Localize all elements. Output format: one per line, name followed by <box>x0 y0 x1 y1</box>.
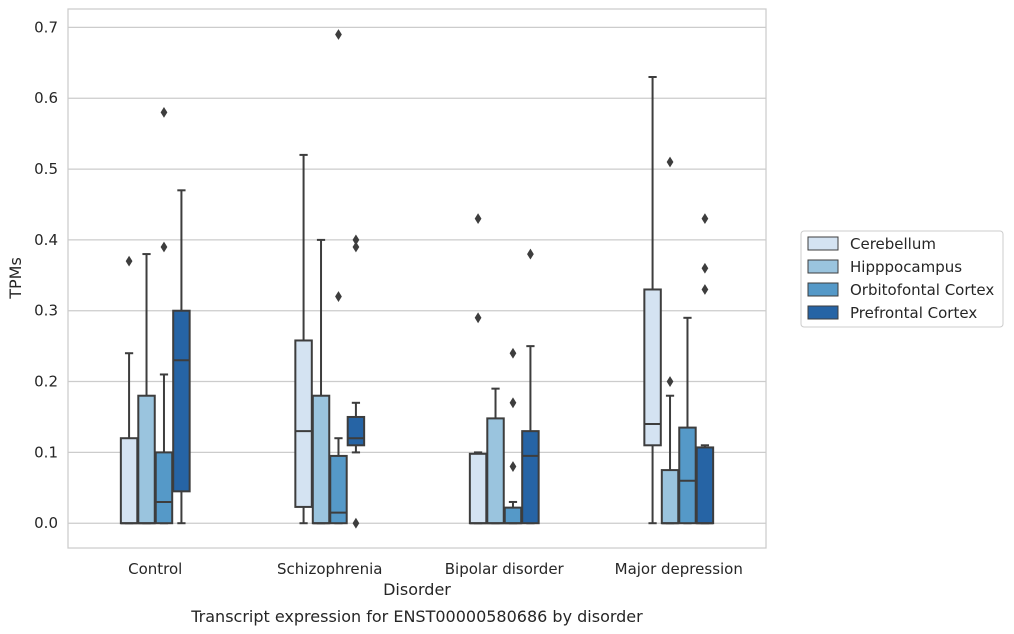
outlier-point <box>352 241 360 253</box>
y-tick-label: 0.6 <box>34 89 58 107</box>
legend-label: Prefrontal Cortex <box>850 304 977 322</box>
box-prefrontal-cortex <box>521 248 540 525</box>
x-tick-label: Control <box>128 560 182 578</box>
outlier-point <box>335 29 342 40</box>
y-tick-label: 0.0 <box>34 514 58 532</box>
box-iqr <box>678 426 697 525</box>
box-orbitofontal-cortex <box>503 347 523 525</box>
box-cerebellum <box>468 213 488 525</box>
box-prefrontal-cortex <box>172 189 191 525</box>
outlier-point <box>335 291 342 302</box>
box-iqr <box>137 394 156 525</box>
outlier-point <box>666 376 674 387</box>
legend-swatch <box>807 305 839 320</box>
box-iqr <box>695 446 715 525</box>
y-tick-label: 0.2 <box>34 373 58 391</box>
box-cerebellum <box>119 255 139 525</box>
y-tick-label: 0.5 <box>34 160 58 178</box>
outlier-point <box>352 234 360 246</box>
outlier-point <box>666 156 674 168</box>
legend-label: Hipppocampus <box>850 258 962 276</box>
outlier-point <box>701 284 709 295</box>
outlier-point <box>352 517 360 529</box>
box-hipppocampus <box>486 387 505 525</box>
box-orbitofontal-cortex <box>329 29 348 525</box>
legend-label: Orbitofontal Cortex <box>850 281 994 299</box>
box-prefrontal-cortex <box>346 234 366 529</box>
x-axis-ticks: Control Schizophrenia Bipolar disorder Majo… <box>128 560 743 578</box>
box-orbitofontal-cortex <box>154 107 174 525</box>
outlier-point <box>474 213 482 225</box>
outlier-point <box>701 213 709 225</box>
box-iqr <box>468 452 488 525</box>
box-iqr <box>643 288 662 447</box>
x-tick-label: Schizophrenia <box>277 560 382 578</box>
outlier-point <box>160 107 168 118</box>
box-hipppocampus <box>311 238 331 525</box>
box-iqr <box>154 451 174 525</box>
outlier-point <box>160 241 168 253</box>
outlier-point <box>527 248 534 260</box>
y-axis-ticks: 0.0 0.1 0.2 0.3 0.4 0.5 0.6 0.7 <box>34 18 58 532</box>
box-iqr <box>660 469 680 525</box>
box-plot-marks <box>119 29 715 529</box>
legend-swatch <box>807 259 839 274</box>
outlier-point <box>509 397 517 409</box>
box-iqr <box>486 417 505 525</box>
y-tick-label: 0.4 <box>34 231 58 249</box>
legend: Cerebellum Hipppocampus Orbitofontal Corte… <box>800 230 1004 328</box>
box-hipppocampus <box>660 156 680 525</box>
legend-frame <box>800 230 1004 328</box>
outlier-point <box>701 262 709 274</box>
box-iqr <box>346 415 366 447</box>
x-axis-label: Disorder <box>383 580 451 599</box>
box-iqr <box>329 454 348 525</box>
plot-area-frame <box>67 8 767 549</box>
box-cerebellum <box>643 75 662 525</box>
box-iqr <box>521 430 540 525</box>
box-iqr <box>294 339 313 508</box>
box-hipppocampus <box>137 253 156 525</box>
outlier-point <box>474 312 482 324</box>
outlier-point <box>509 461 517 472</box>
y-tick-label: 0.1 <box>34 443 58 461</box>
outlier-point <box>125 255 133 267</box>
box-orbitofontal-cortex <box>678 316 697 525</box>
figure-caption: Transcript expression for ENST0000058068… <box>190 607 643 626</box>
box-iqr <box>503 506 523 525</box>
x-tick-label: Bipolar disorder <box>445 560 565 578</box>
legend-label: Cerebellum <box>850 235 936 253</box>
box-prefrontal-cortex <box>695 213 715 525</box>
outlier-point <box>509 347 517 359</box>
legend-swatch <box>807 236 839 251</box>
box-iqr <box>172 309 191 493</box>
box-iqr <box>119 437 139 525</box>
y-tick-label: 0.3 <box>34 302 58 320</box>
legend-swatch <box>807 282 839 297</box>
box-iqr <box>311 394 331 525</box>
box-cerebellum <box>294 153 313 525</box>
x-tick-label: Major depression <box>615 560 743 578</box>
y-axis-label: TPMs <box>6 257 25 300</box>
y-tick-label: 0.7 <box>34 18 58 36</box>
